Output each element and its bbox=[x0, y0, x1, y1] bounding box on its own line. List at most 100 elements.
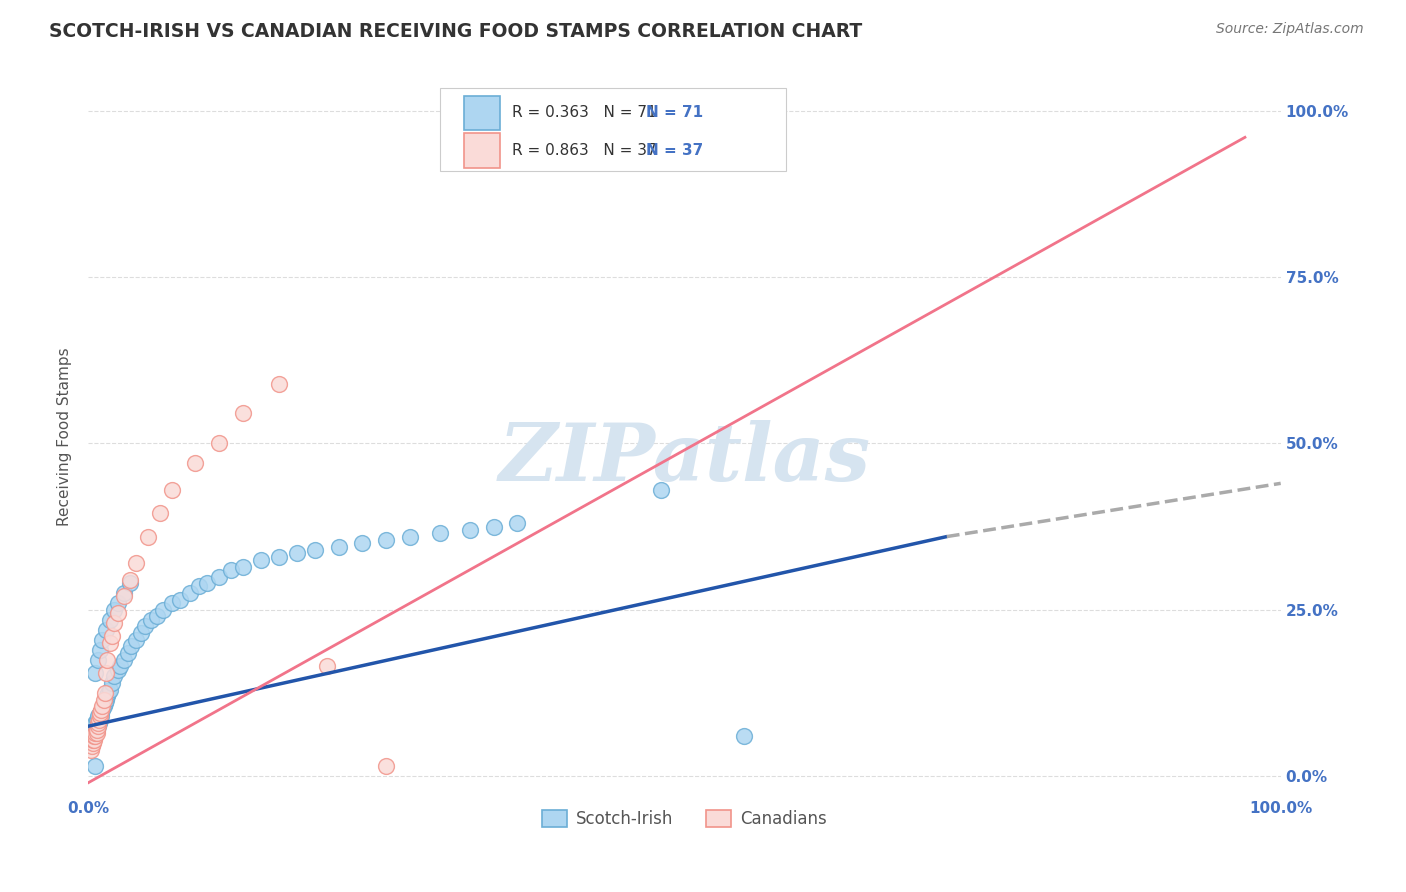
Point bbox=[89, 706, 111, 720]
Text: ZIPatlas: ZIPatlas bbox=[498, 419, 870, 497]
Point bbox=[285, 546, 308, 560]
FancyBboxPatch shape bbox=[464, 95, 499, 130]
Point bbox=[219, 563, 242, 577]
Point bbox=[112, 586, 135, 600]
Point bbox=[267, 376, 290, 391]
Text: N = 37: N = 37 bbox=[647, 144, 703, 158]
Point bbox=[98, 613, 121, 627]
Point bbox=[94, 686, 117, 700]
Point bbox=[89, 713, 111, 727]
Point bbox=[101, 676, 124, 690]
Point bbox=[80, 729, 103, 743]
Point bbox=[120, 640, 142, 654]
Point bbox=[208, 569, 231, 583]
Point bbox=[86, 715, 108, 730]
Point bbox=[82, 736, 104, 750]
Point bbox=[429, 526, 451, 541]
Point bbox=[160, 596, 183, 610]
Point bbox=[93, 699, 115, 714]
Point bbox=[86, 719, 108, 733]
Point bbox=[650, 483, 672, 497]
Point bbox=[82, 732, 104, 747]
Point bbox=[146, 609, 169, 624]
Text: R = 0.363   N = 71: R = 0.363 N = 71 bbox=[512, 105, 657, 120]
Point bbox=[83, 719, 105, 733]
Point bbox=[110, 659, 132, 673]
Point bbox=[482, 519, 505, 533]
Point bbox=[82, 723, 104, 737]
Point bbox=[328, 540, 350, 554]
Point bbox=[107, 663, 129, 677]
Point bbox=[87, 713, 110, 727]
Point bbox=[96, 653, 118, 667]
Point bbox=[458, 523, 481, 537]
Point bbox=[91, 702, 114, 716]
Point bbox=[184, 456, 207, 470]
Point bbox=[97, 686, 120, 700]
Point bbox=[83, 729, 105, 743]
Point bbox=[96, 690, 118, 704]
Point bbox=[118, 576, 141, 591]
Point bbox=[250, 553, 273, 567]
Point bbox=[94, 623, 117, 637]
Point bbox=[103, 603, 125, 617]
Point bbox=[94, 696, 117, 710]
Point bbox=[197, 576, 219, 591]
Point bbox=[103, 669, 125, 683]
FancyBboxPatch shape bbox=[464, 134, 499, 168]
Point bbox=[134, 619, 156, 633]
Point bbox=[188, 579, 211, 593]
Point bbox=[304, 542, 326, 557]
Point bbox=[352, 536, 374, 550]
Point bbox=[103, 616, 125, 631]
Point bbox=[86, 719, 108, 733]
Point bbox=[117, 646, 139, 660]
Point bbox=[169, 592, 191, 607]
Point bbox=[86, 723, 108, 737]
Point bbox=[149, 506, 172, 520]
Point bbox=[84, 726, 107, 740]
Point bbox=[118, 573, 141, 587]
Point bbox=[267, 549, 290, 564]
Point bbox=[506, 516, 529, 531]
Point bbox=[136, 530, 159, 544]
Point bbox=[83, 729, 105, 743]
Point bbox=[89, 642, 111, 657]
Point bbox=[129, 626, 152, 640]
Point bbox=[86, 726, 108, 740]
FancyBboxPatch shape bbox=[440, 88, 786, 171]
Point bbox=[232, 407, 254, 421]
Point bbox=[179, 586, 201, 600]
Point bbox=[93, 692, 115, 706]
Point bbox=[86, 723, 108, 737]
Text: R = 0.863   N = 37: R = 0.863 N = 37 bbox=[512, 144, 657, 158]
Point bbox=[86, 713, 108, 727]
Point bbox=[86, 653, 108, 667]
Point bbox=[112, 653, 135, 667]
Point bbox=[101, 629, 124, 643]
Point bbox=[733, 729, 755, 743]
Point bbox=[399, 530, 422, 544]
Point bbox=[91, 632, 114, 647]
Legend: Scotch-Irish, Canadians: Scotch-Irish, Canadians bbox=[536, 803, 834, 835]
Point bbox=[232, 559, 254, 574]
Point bbox=[160, 483, 183, 497]
Text: N = 71: N = 71 bbox=[647, 105, 703, 120]
Point bbox=[79, 732, 101, 747]
Point bbox=[84, 759, 107, 773]
Point bbox=[90, 709, 112, 723]
Point bbox=[83, 732, 105, 747]
Point bbox=[141, 613, 163, 627]
Point bbox=[87, 715, 110, 730]
Point bbox=[125, 632, 148, 647]
Point bbox=[375, 533, 398, 547]
Text: Source: ZipAtlas.com: Source: ZipAtlas.com bbox=[1216, 22, 1364, 37]
Text: SCOTCH-IRISH VS CANADIAN RECEIVING FOOD STAMPS CORRELATION CHART: SCOTCH-IRISH VS CANADIAN RECEIVING FOOD … bbox=[49, 22, 862, 41]
Point bbox=[80, 739, 103, 754]
Point bbox=[152, 603, 174, 617]
Point bbox=[208, 436, 231, 450]
Point bbox=[82, 732, 104, 747]
Point bbox=[107, 596, 129, 610]
Point bbox=[107, 606, 129, 620]
Point bbox=[375, 759, 398, 773]
